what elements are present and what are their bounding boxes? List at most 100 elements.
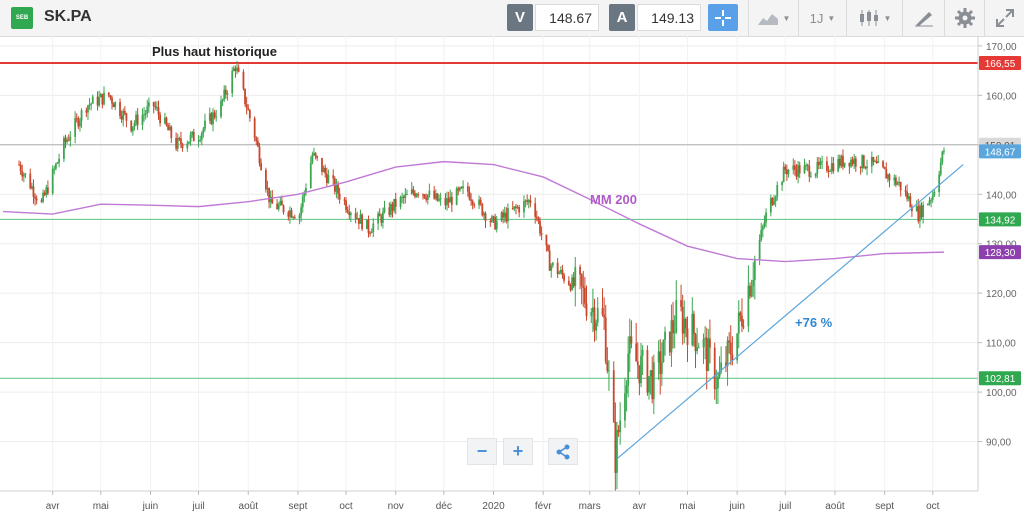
candle-body <box>736 333 739 361</box>
candle-body <box>247 108 250 111</box>
candle-body <box>133 123 136 127</box>
candle-body <box>152 102 155 107</box>
candle-body <box>34 196 36 199</box>
candle-body <box>258 146 261 164</box>
candle-body <box>324 167 327 174</box>
tag-ma200: 128,30 <box>985 248 1016 259</box>
candle-body <box>601 307 604 315</box>
candle-body <box>729 342 732 355</box>
candle-body <box>236 67 238 71</box>
gear-icon <box>954 8 975 28</box>
candle-body <box>838 158 841 167</box>
candle-body <box>255 137 258 141</box>
price-chart[interactable]: 90,00100,00110,00120,00130,00140,00150,0… <box>0 36 1024 513</box>
candle-body <box>220 100 222 117</box>
zoom-out-button[interactable]: − <box>467 438 497 465</box>
candle-body <box>760 229 763 240</box>
candle-body <box>776 185 779 197</box>
candle-body <box>579 266 581 275</box>
x-tick-label: sept <box>875 501 894 512</box>
candle-body <box>933 191 936 196</box>
candle-body <box>492 216 495 218</box>
candle-body <box>705 337 708 371</box>
candle-body <box>662 339 665 363</box>
candle-body <box>154 106 157 108</box>
candle-body <box>548 250 551 271</box>
candle-body <box>697 347 700 349</box>
zoom-in-button[interactable]: + <box>503 438 533 465</box>
period-dropdown[interactable]: 1J ▼ <box>798 0 846 36</box>
candle-body <box>383 207 386 212</box>
candle-body <box>821 161 824 163</box>
tag-support-bg <box>979 212 1021 227</box>
share-button[interactable] <box>548 438 578 465</box>
candle-body <box>131 126 134 132</box>
fullscreen-button[interactable] <box>984 0 1024 36</box>
x-tick-label: juin <box>142 501 159 512</box>
candle-body <box>390 204 392 215</box>
draw-tools-button[interactable] <box>902 0 944 36</box>
candle-body <box>29 173 32 189</box>
candle-body <box>46 187 49 194</box>
candle-body <box>478 199 480 206</box>
candle-body <box>930 199 933 201</box>
candle-body <box>221 99 224 101</box>
candle-body <box>731 354 734 361</box>
candle-body <box>702 339 705 348</box>
period-label: 1J <box>809 10 824 26</box>
candle-body <box>186 143 189 149</box>
candle-body <box>167 125 170 131</box>
candle-body <box>303 192 306 197</box>
candle-body <box>144 113 147 115</box>
candle-body <box>850 159 852 167</box>
candle-body <box>277 204 280 210</box>
candle-body <box>450 196 453 205</box>
candle-body <box>571 277 573 290</box>
tag-support-bg <box>979 371 1021 386</box>
candle-body <box>399 197 402 207</box>
candle-body <box>337 183 339 194</box>
candle-body <box>691 313 694 346</box>
chart-type-dropdown[interactable]: ▼ <box>748 0 798 36</box>
candle-body <box>668 331 671 353</box>
candle-body <box>503 212 506 218</box>
candle-body <box>204 120 206 129</box>
candle-body <box>24 173 27 175</box>
candle-body <box>713 347 716 390</box>
crosshair-button[interactable] <box>708 4 738 31</box>
bid-button[interactable]: V <box>507 4 533 31</box>
candles-dropdown[interactable]: ▼ <box>846 0 902 36</box>
candle-body <box>692 313 695 335</box>
candle-body <box>40 200 43 202</box>
candle-body <box>636 361 639 366</box>
candle-body <box>99 93 102 98</box>
candle-body <box>484 213 487 222</box>
share-icon <box>556 444 570 459</box>
candle-body <box>393 198 396 211</box>
ask-button[interactable]: A <box>609 4 635 31</box>
candle-body <box>906 191 908 199</box>
candle-body <box>769 197 772 213</box>
candle-body <box>192 131 195 142</box>
candle-body <box>798 165 801 174</box>
candlestick-icon <box>859 10 878 26</box>
settings-button[interactable] <box>944 0 984 36</box>
candle-body <box>378 213 381 217</box>
candle-body <box>300 207 303 216</box>
candle-body <box>491 216 493 222</box>
candle-body <box>494 216 497 230</box>
candle-body <box>433 190 436 199</box>
candle-body <box>938 174 941 192</box>
candle-body <box>85 110 88 113</box>
candle-body <box>412 189 415 193</box>
candle-body <box>646 349 649 393</box>
candle-body <box>178 138 181 140</box>
x-tick-label: avr <box>46 501 61 512</box>
candle-body <box>874 161 876 163</box>
candle-body <box>287 212 290 217</box>
chevron-down-icon: ▼ <box>782 13 791 23</box>
candle-body <box>58 158 61 163</box>
candle-body <box>511 208 514 210</box>
candle-body <box>572 277 575 287</box>
tag-ath: 166,55 <box>985 59 1016 70</box>
